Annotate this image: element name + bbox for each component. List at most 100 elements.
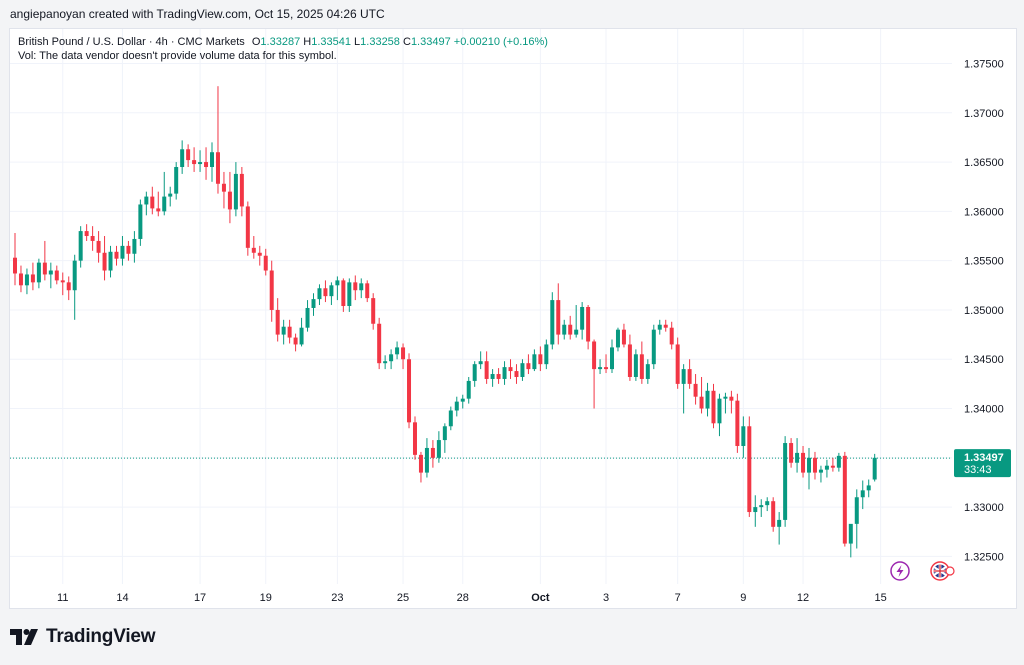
candle [454,396,459,417]
candle-body [544,344,549,365]
candle [860,480,865,510]
candle [544,339,549,370]
candle [114,245,119,266]
candle [824,459,829,478]
candle [359,278,364,299]
candle [783,436,788,527]
candle [395,341,400,360]
low-value: 1.33258 [360,36,400,48]
time-tick-label: 11 [57,592,68,604]
candle-body [269,270,274,310]
lightning-icon[interactable] [890,561,910,581]
high-label: H [303,36,312,48]
candle [78,226,83,268]
candle-body [568,324,573,335]
candle [741,416,746,458]
candle-body [442,426,447,441]
candle-body [257,252,262,256]
candle-body [275,309,280,335]
candle-body [645,364,650,379]
candle-body [18,273,23,286]
candle [580,302,585,340]
candle [610,339,614,374]
candle-body [759,505,764,508]
candle [150,186,155,215]
candle [705,382,710,417]
candle-body [633,354,638,377]
candle-body [215,152,220,184]
candle [472,361,477,387]
footer-branding: TradingView [10,626,156,648]
candle [508,359,513,379]
candle-body [496,374,501,379]
symbol-legend[interactable]: British Pound / U.S. Dollar · 4h · CMC M… [18,34,548,50]
candle-body [418,454,423,473]
candle [765,497,770,512]
candle [502,361,507,385]
low-label: L [354,36,361,48]
candle-body [287,326,292,338]
candle-body [562,324,567,335]
time-axis[interactable]: 11 14 17 19 23 25 28 Oct 3 7 9 12 15 [57,592,887,604]
candle [210,142,215,182]
candle [263,248,268,276]
candle-body [186,149,191,161]
candle-body [144,196,149,205]
candle-body [66,282,71,291]
candle [818,465,823,483]
candlestick-chart[interactable]: 1.37500 1.37000 1.36500 1.36000 1.35500 1.350… [10,29,1016,608]
candle [430,440,435,468]
candle-body [675,344,680,384]
candle-body [663,324,668,328]
volume-note: Vol: The data vendor doesn't provide vol… [18,50,337,62]
candle [323,280,328,303]
candle [162,171,167,216]
price-axis[interactable]: 1.37500 1.37000 1.36500 1.36000 1.35500 1.350… [964,59,1004,564]
candle-body [221,183,226,192]
candle [604,354,609,374]
time-tick-label: 17 [194,592,206,604]
candle [526,354,531,375]
candle [550,292,555,350]
candle-body [192,160,197,165]
candle-body [424,447,429,473]
candle-body [329,285,334,297]
candle-body [526,363,531,370]
symbol-name: British Pound / U.S. Dollar · 4h · CMC M… [18,36,245,48]
candle [812,451,817,480]
chart-panel[interactable]: 1.37500 1.37000 1.36500 1.36000 1.35500 1.350… [9,28,1017,609]
candle-body [783,443,788,520]
candle [72,254,77,320]
candle [442,423,447,453]
candle-body [377,323,382,364]
candle-body [448,410,453,427]
chart-caption: angiepanoyan created with TradingView.co… [10,7,385,21]
candle [66,276,71,301]
candle-body [114,251,119,259]
candle [204,147,209,180]
candle-body [168,193,173,197]
time-tick-label: 23 [331,592,343,604]
price-tick-label: 1.36000 [964,206,1004,218]
candle [448,406,453,431]
candle-body [353,282,358,291]
candle-body [60,280,65,283]
candle [520,359,525,381]
candle-body [72,260,77,291]
candle-body [604,367,609,370]
candle [562,319,567,340]
candle [651,324,656,370]
time-tick-label: Oct [531,592,550,604]
candle [120,236,125,266]
uk-flag-icon[interactable] [930,561,955,581]
candle-body [198,162,203,165]
candle [729,390,734,414]
candle [186,144,191,168]
candle-body [317,288,322,300]
candle-body [311,299,316,308]
candle-body [180,149,185,168]
candle [24,268,29,295]
candle [621,323,626,348]
tradingview-logo-icon [10,629,38,645]
candle-body [842,455,847,544]
